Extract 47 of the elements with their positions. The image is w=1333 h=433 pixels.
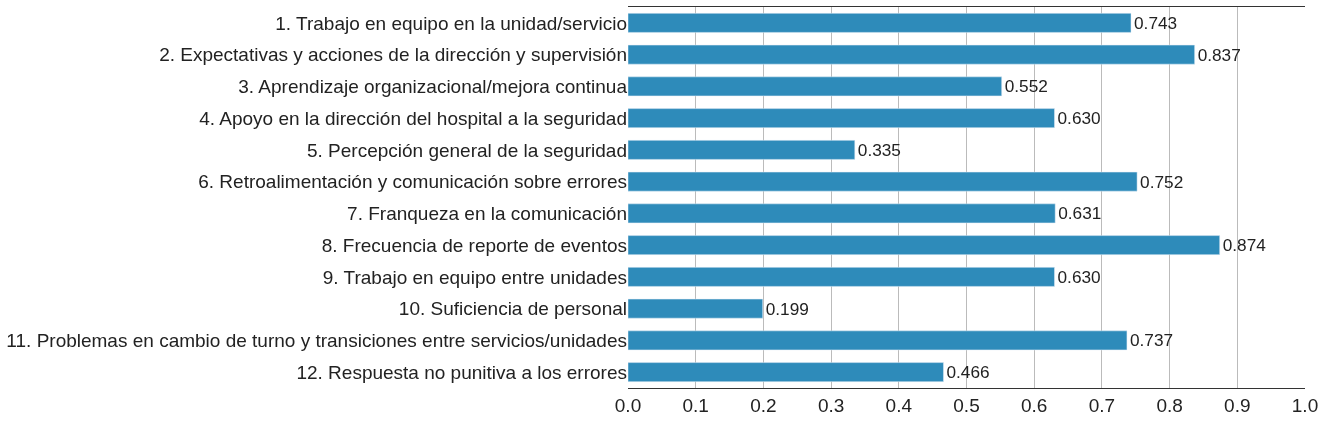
- y-tick-label: 7. Franqueza en la comunicación: [347, 203, 627, 225]
- x-tick-label: 0.2: [750, 394, 777, 416]
- y-tick-label: 11. Problemas en cambio de turno y transiciones entre servicios/unidades: [6, 330, 627, 352]
- bar: [628, 76, 1002, 97]
- y-tick-label: 1. Trabajo en equipo en la unidad/servicio: [275, 12, 627, 34]
- y-tick-label: 10. Suficiencia de personal: [398, 298, 627, 320]
- y-tick-label: 3. Aprendizaje organizacional/mejora continua: [238, 76, 628, 98]
- bar: [628, 108, 1055, 128]
- x-tick-label: 0.8: [1156, 394, 1183, 416]
- x-tick-label: 1.0: [1291, 394, 1319, 416]
- data-label: 0.743: [1134, 12, 1178, 33]
- x-tick-label: 0.0: [614, 394, 642, 416]
- bar: [628, 140, 856, 160]
- y-tick-label: 6. Retroalimentación y comunicación sobre errores: [198, 171, 627, 193]
- y-tick-label: 5. Percepción general de la seguridad: [306, 139, 627, 161]
- data-label: 0.752: [1140, 171, 1184, 192]
- y-tick-label: 4. Apoyo en la dirección del hospital a la seguridad: [199, 107, 627, 129]
- data-label: 0.630: [1057, 108, 1101, 129]
- data-label: 0.837: [1197, 44, 1241, 65]
- bar: [628, 203, 1056, 224]
- bar: [628, 298, 763, 319]
- bar: [628, 362, 944, 382]
- data-label: 0.874: [1222, 235, 1267, 256]
- x-tick-label: 0.3: [817, 394, 845, 416]
- x-tick-label: 0.6: [1020, 394, 1048, 416]
- x-tick-label: 0.9: [1224, 394, 1251, 416]
- bar: [628, 44, 1195, 65]
- x-tick-label: 0.7: [1088, 394, 1116, 416]
- data-label: 0.631: [1058, 203, 1102, 224]
- data-label: 0.552: [1004, 76, 1048, 97]
- data-label: 0.630: [1057, 266, 1101, 287]
- bar: [628, 171, 1138, 192]
- data-label: 0.466: [946, 362, 990, 383]
- x-tick-label: 0.1: [682, 394, 709, 416]
- data-label: 0.737: [1129, 330, 1174, 351]
- y-tick-label: 2. Expectativas y acciones de la dirección y supervisión: [159, 44, 627, 66]
- bar: [628, 235, 1220, 255]
- bar: [628, 330, 1128, 351]
- x-tick-label: 0.4: [885, 394, 913, 416]
- data-label: 0.335: [857, 139, 901, 160]
- y-tick-label: 8. Frecuencia de reporte de eventos: [321, 234, 627, 256]
- x-tick-label: 0.5: [953, 394, 980, 416]
- y-tick-label: 9. Trabajo en equipo entre unidades: [322, 266, 627, 288]
- y-tick-label: 12. Respuesta no punitiva a los errores: [296, 361, 627, 383]
- bar: [628, 267, 1055, 287]
- data-label: 0.199: [765, 298, 809, 319]
- bar: [628, 13, 1132, 33]
